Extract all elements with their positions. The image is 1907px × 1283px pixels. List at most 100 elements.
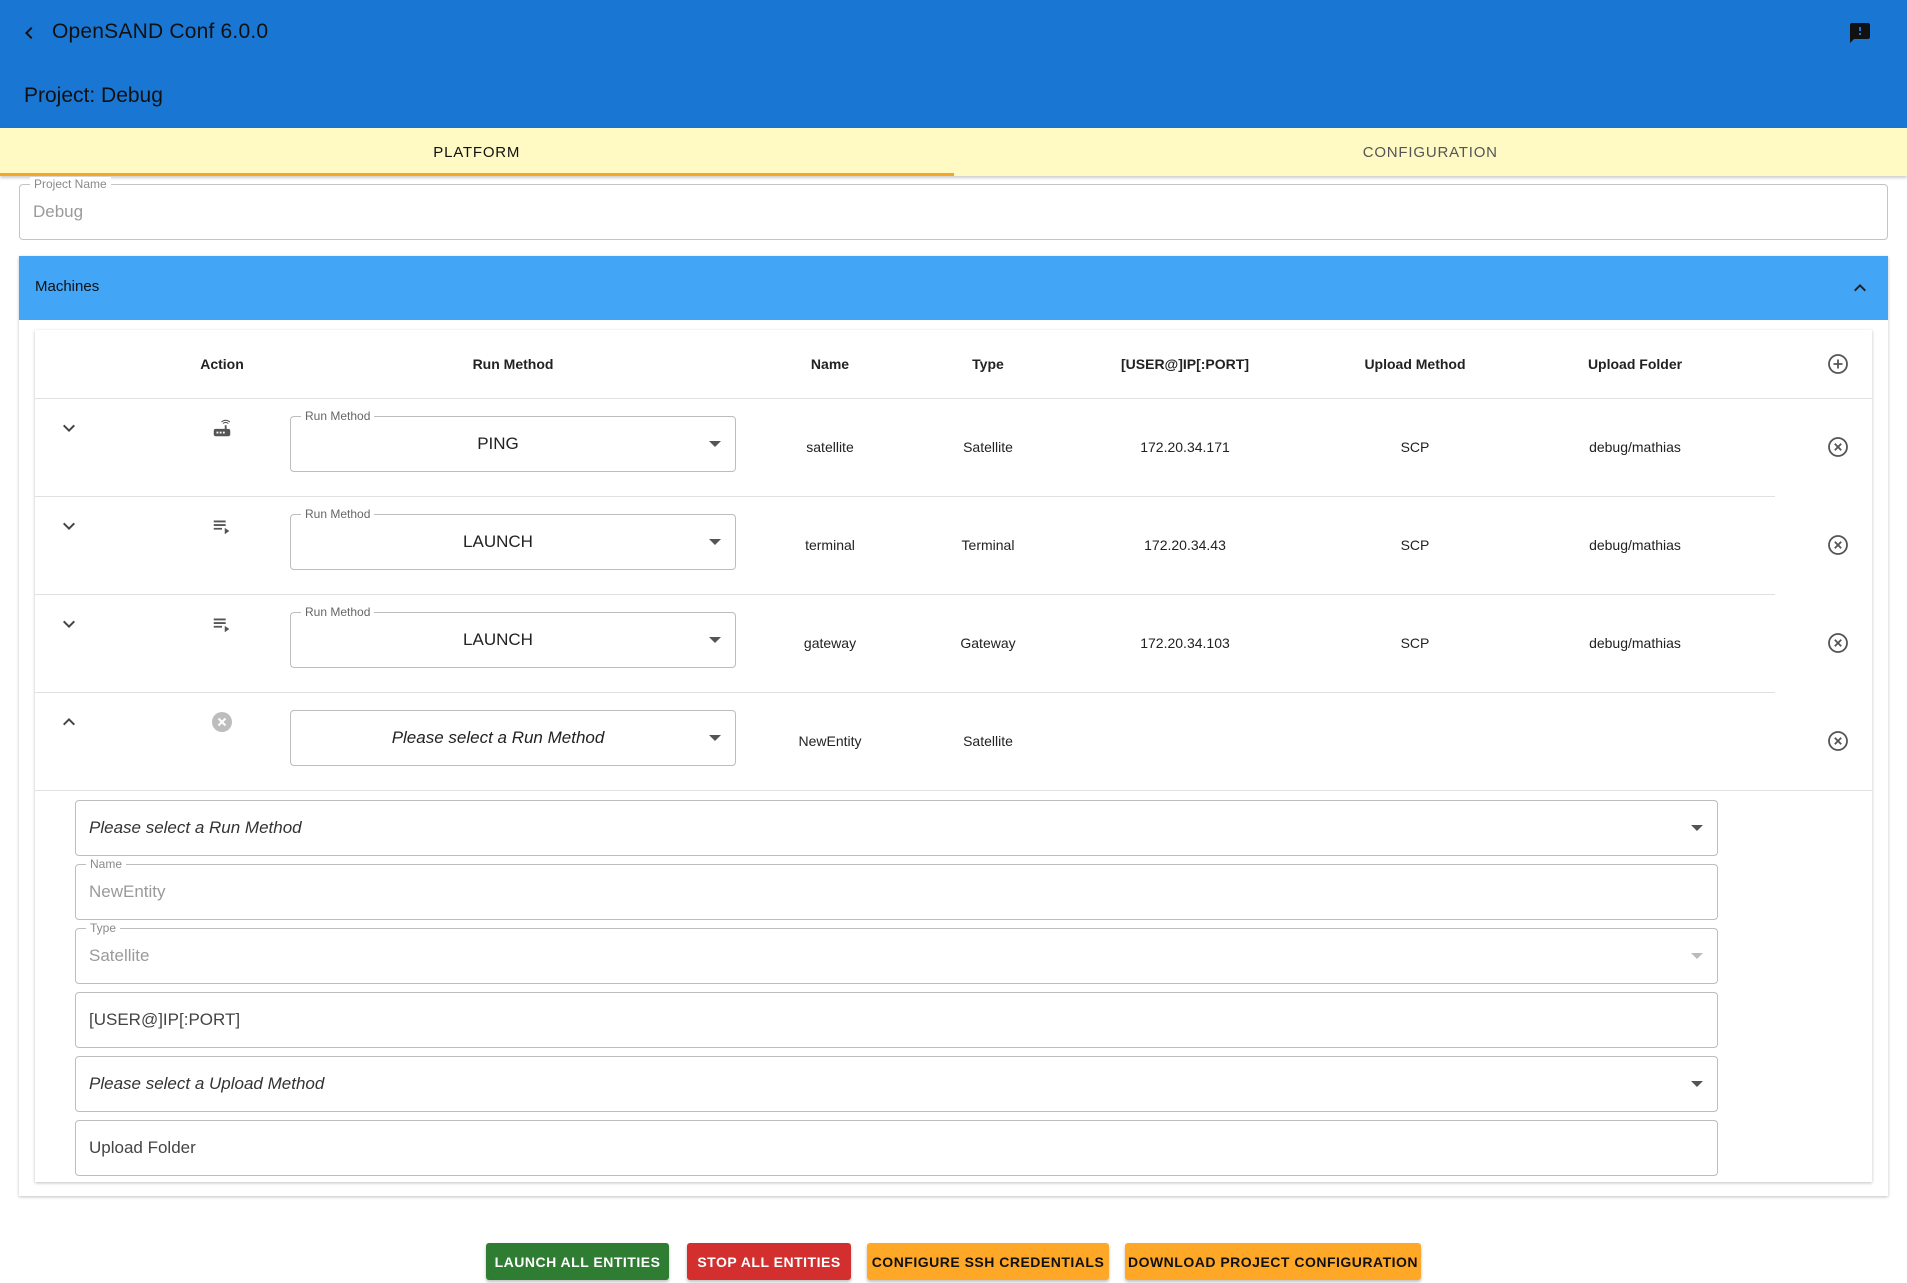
caret-down-icon	[1691, 1081, 1703, 1087]
chevron-up-icon[interactable]	[1848, 276, 1872, 300]
machine-upload-method: SCP	[1400, 537, 1430, 553]
caret-down-icon	[709, 637, 721, 643]
playlist-play-icon	[213, 520, 230, 535]
column-header-name: Name	[810, 356, 850, 372]
upload-method-placeholder: Please select a Upload Method	[89, 1074, 325, 1093]
type-field-value: Satellite	[89, 946, 150, 965]
column-header-action: Action	[200, 356, 244, 372]
run-method-select[interactable]: Please select a Run Method	[290, 710, 736, 766]
run-method-label: Run Method	[301, 409, 375, 423]
action-button[interactable]	[208, 512, 236, 540]
project-name-label: Project Name	[30, 177, 111, 191]
add-circle-icon	[1828, 354, 1848, 374]
type-select[interactable]: Type Satellite	[75, 921, 1718, 984]
machine-address: 172.20.34.43	[1144, 537, 1226, 553]
tab-bar: PLATFORM CONFIGURATION	[0, 128, 1907, 176]
upload-folder-field[interactable]: Upload Folder	[75, 1120, 1718, 1176]
collapse-row-button[interactable]	[55, 708, 83, 736]
address-field[interactable]: [USER@]IP[:PORT]	[75, 992, 1718, 1048]
cancel-circle-outline-icon	[1828, 633, 1848, 653]
feedback-icon	[1850, 23, 1870, 43]
machine-address: 172.20.34.103	[1140, 635, 1230, 651]
column-header-address: [USER@]IP[:PORT]	[1121, 356, 1249, 372]
divider	[35, 496, 1775, 497]
run-method-select[interactable]: Run Method PING	[290, 409, 736, 472]
column-header-upload-method: Upload Method	[1364, 356, 1466, 372]
machines-panel-title: Machines	[35, 278, 100, 295]
machine-type: Satellite	[963, 733, 1013, 749]
download-project-configuration-button[interactable]: DOWNLOAD PROJECT CONFIGURATION	[1125, 1243, 1421, 1280]
run-method-label: Run Method	[301, 605, 375, 619]
project-title: Project: Debug	[24, 84, 163, 107]
configure-ssh-credentials-button[interactable]: CONFIGURE SSH CREDENTIALS	[867, 1243, 1109, 1280]
column-header-type: Type	[972, 356, 1004, 372]
cancel-circle-outline-icon	[1828, 731, 1848, 751]
run-method-placeholder: Please select a Run Method	[391, 728, 605, 747]
divider	[35, 594, 1775, 595]
machine-upload-method: SCP	[1400, 439, 1430, 455]
action-button[interactable]	[208, 610, 236, 638]
machines-panel-header[interactable]: Machines	[19, 256, 1888, 320]
machine-name: gateway	[803, 635, 857, 651]
machine-type: Terminal	[961, 537, 1015, 553]
remove-machine-button[interactable]	[1824, 433, 1852, 461]
run-method-form-placeholder: Please select a Run Method	[89, 818, 302, 837]
action-button[interactable]	[208, 414, 236, 442]
remove-machine-button[interactable]	[1824, 727, 1852, 755]
run-method-select[interactable]: Run Method LAUNCH	[290, 605, 736, 668]
name-field[interactable]: Name NewEntity	[75, 857, 1718, 920]
project-name-value: Debug	[33, 202, 84, 221]
divider	[35, 398, 1872, 399]
expand-row-button[interactable]	[55, 512, 83, 540]
router-icon	[213, 419, 231, 437]
stop-all-entities-button[interactable]: STOP ALL ENTITIES	[687, 1243, 851, 1280]
machine-address: 172.20.34.171	[1140, 439, 1230, 455]
machine-name: satellite	[806, 439, 854, 455]
machine-name: terminal	[805, 537, 855, 553]
machine-type: Gateway	[960, 635, 1016, 651]
expand-row-button[interactable]	[55, 414, 83, 442]
name-field-value: NewEntity	[89, 882, 166, 901]
tab-platform[interactable]: PLATFORM	[0, 128, 954, 176]
run-method-label: Run Method	[301, 507, 375, 521]
upload-folder-placeholder: Upload Folder	[89, 1138, 196, 1157]
cancel-circle-outline-icon	[1828, 535, 1848, 555]
chevron-down-icon	[63, 620, 75, 628]
add-machine-button[interactable]	[1824, 350, 1852, 378]
app-bar: OpenSAND Conf 6.0.0 Project: Debug	[0, 0, 1907, 128]
caret-down-icon	[709, 735, 721, 741]
playlist-play-icon	[213, 618, 230, 633]
name-field-label: Name	[86, 857, 127, 871]
run-method-select[interactable]: Run Method LAUNCH	[290, 507, 736, 570]
caret-down-icon	[1691, 825, 1703, 831]
cancel-circle-outline-icon	[1828, 437, 1848, 457]
column-header-run-method: Run Method	[472, 356, 554, 372]
divider	[35, 790, 1872, 791]
expand-row-button[interactable]	[55, 610, 83, 638]
launch-all-entities-button[interactable]: LAUNCH ALL ENTITIES	[486, 1243, 669, 1280]
machine-type: Satellite	[963, 439, 1013, 455]
chevron-left-icon	[25, 27, 33, 39]
back-button[interactable]	[14, 18, 44, 48]
machine-upload-folder: debug/mathias	[1589, 635, 1681, 651]
run-method-form-select[interactable]: Please select a Run Method	[75, 800, 1718, 856]
chevron-down-icon	[63, 522, 75, 530]
column-header-upload-folder: Upload Folder	[1587, 356, 1683, 372]
caret-down-icon	[1691, 953, 1703, 959]
remove-machine-button[interactable]	[1824, 629, 1852, 657]
machines-panel: Machines Action Run Method Name Type [US…	[19, 256, 1888, 1196]
tab-configuration[interactable]: CONFIGURATION	[1362, 143, 1498, 161]
machine-upload-folder: debug/mathias	[1589, 537, 1681, 553]
remove-machine-button[interactable]	[1824, 531, 1852, 559]
machines-table: Action Run Method Name Type [USER@]IP[:P…	[35, 330, 1872, 1182]
upload-method-select[interactable]: Please select a Upload Method	[75, 1056, 1718, 1112]
feedback-button[interactable]	[1845, 18, 1875, 48]
address-field-placeholder: [USER@]IP[:PORT]	[89, 1010, 241, 1029]
type-field-label: Type	[86, 921, 121, 935]
machine-upload-folder: debug/mathias	[1589, 439, 1681, 455]
machine-upload-method: SCP	[1400, 635, 1430, 651]
run-method-value: PING	[477, 434, 519, 453]
project-name-field[interactable]: Project Name Debug	[19, 177, 1888, 240]
action-button[interactable]	[208, 708, 236, 736]
chevron-up-icon	[63, 718, 75, 726]
